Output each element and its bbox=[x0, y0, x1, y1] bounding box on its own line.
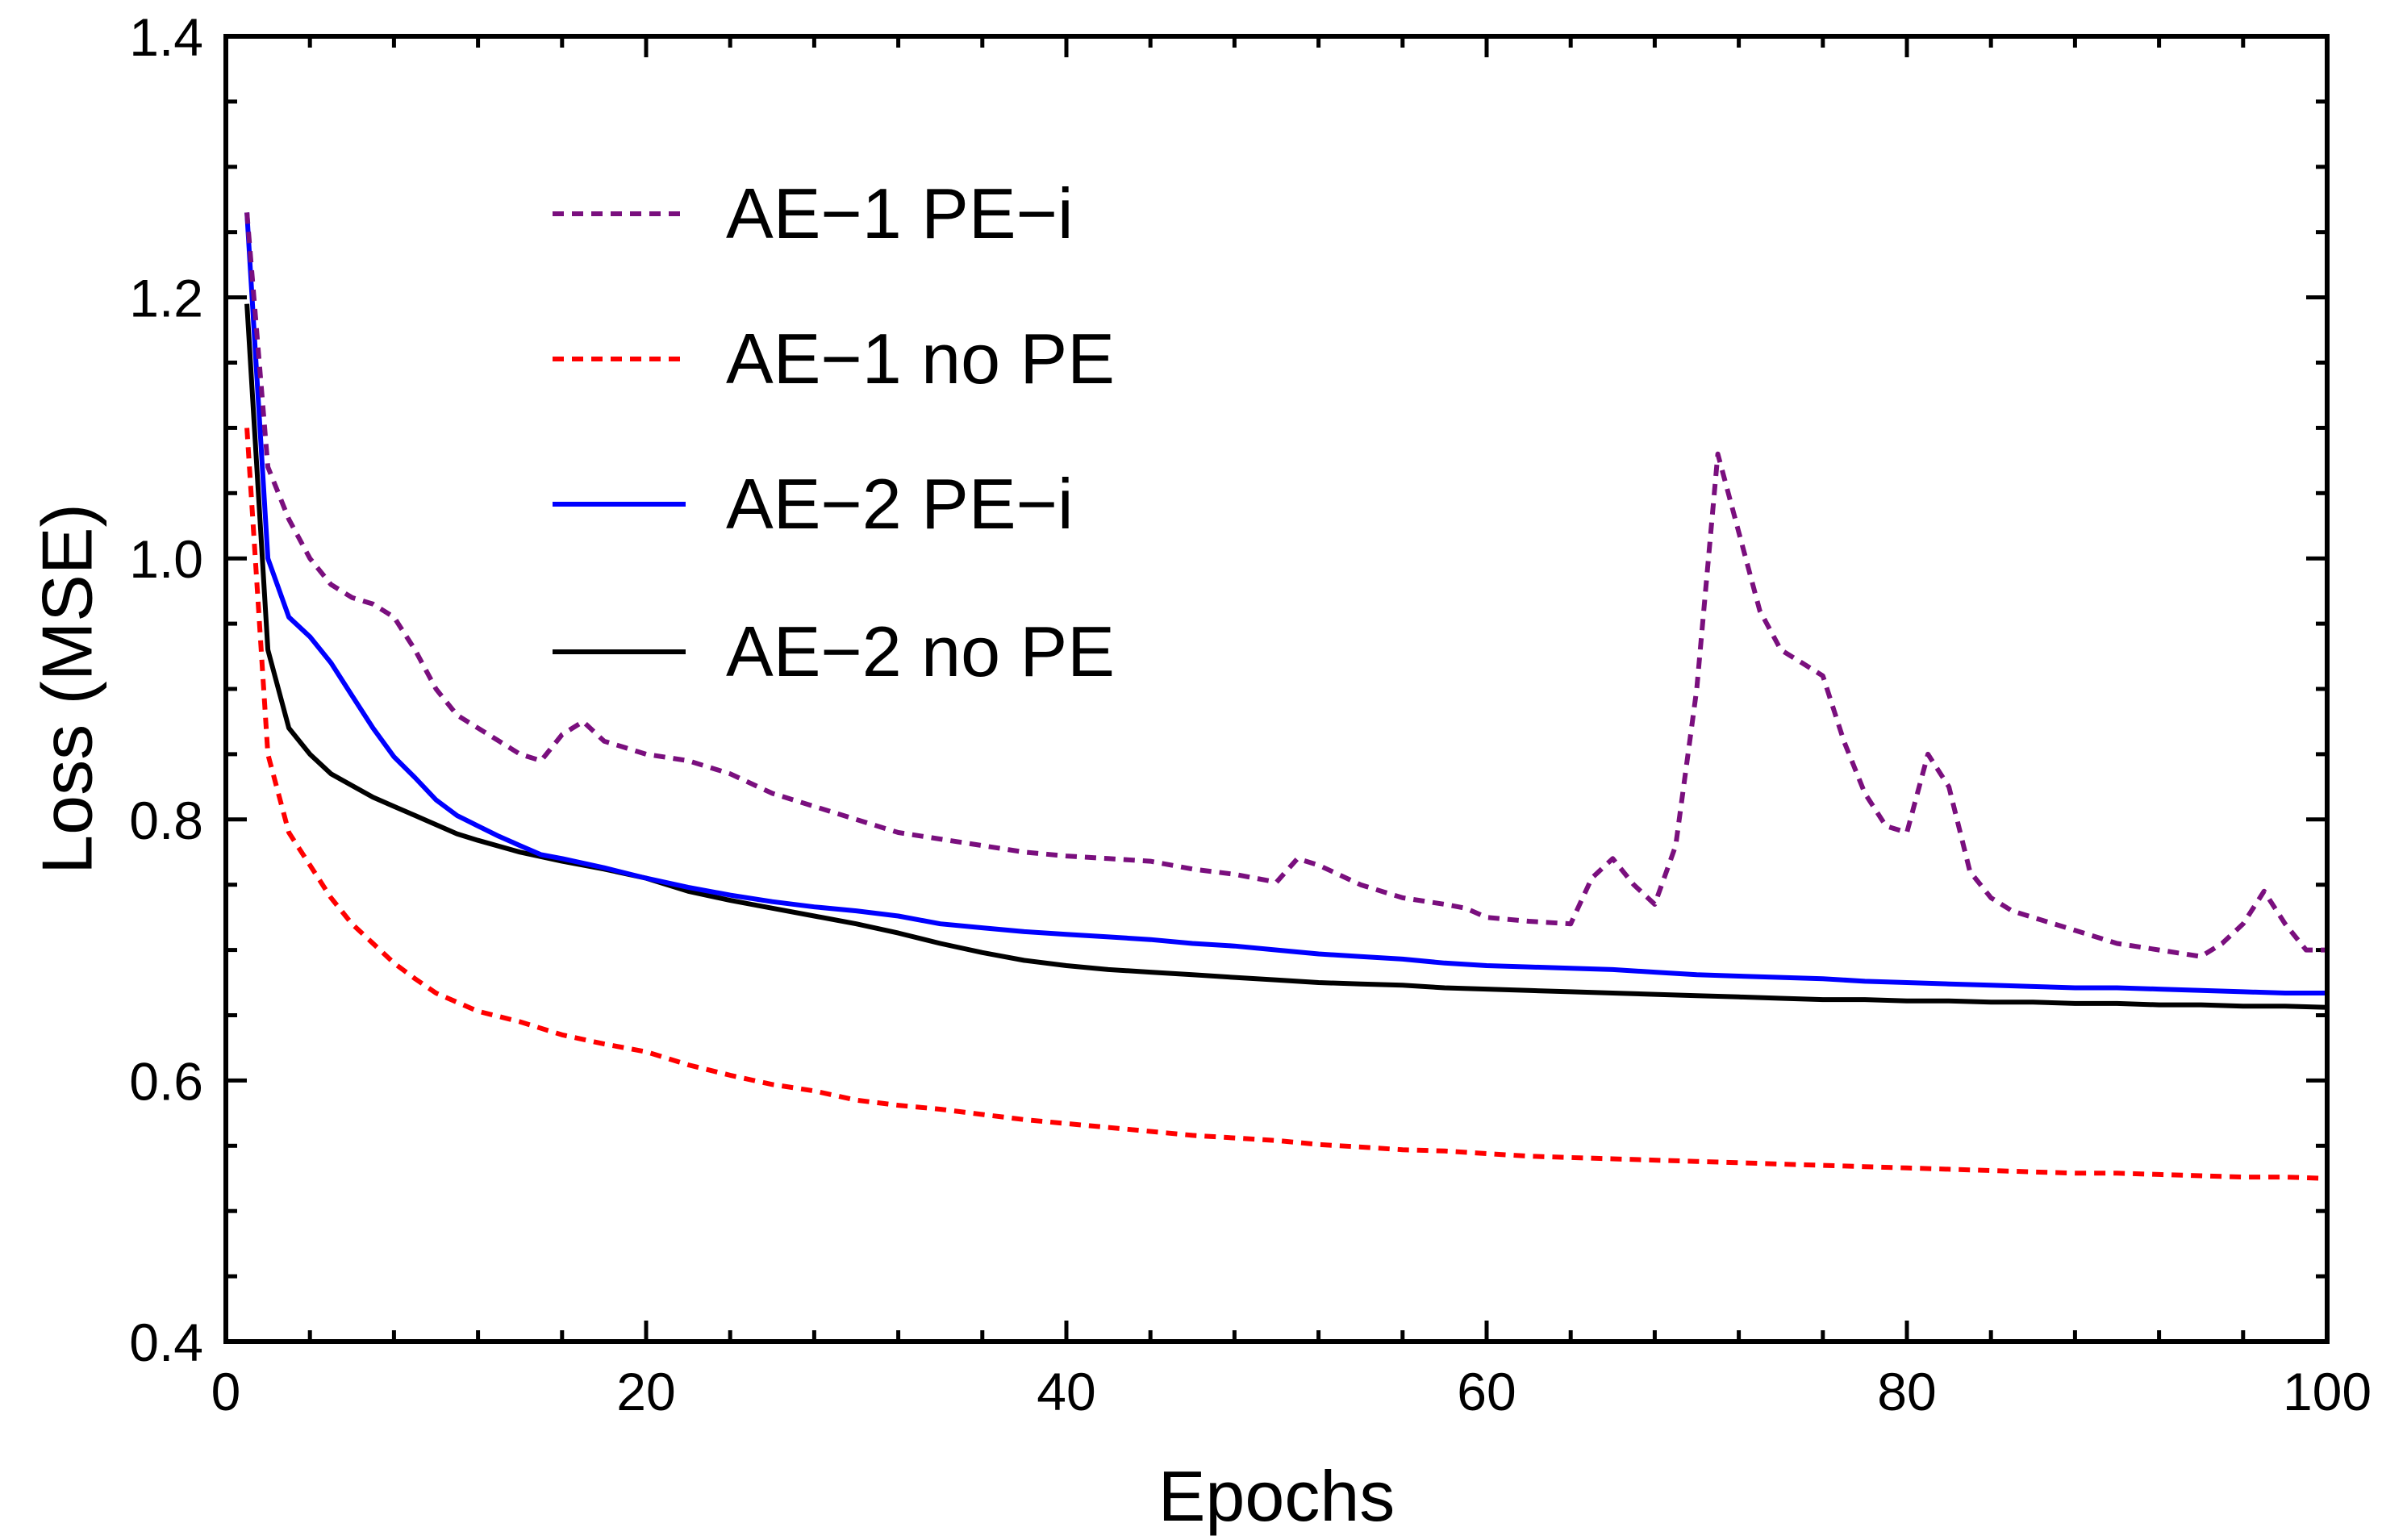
y-tick-label: 1.4 bbox=[129, 7, 203, 67]
x-tick-label: 60 bbox=[1457, 1362, 1516, 1421]
legend-label: AE−1 no PE bbox=[726, 319, 1115, 399]
y-tick-label: 0.8 bbox=[129, 791, 203, 850]
y-tick-label: 1.0 bbox=[129, 529, 203, 589]
series-line-2 bbox=[244, 212, 2327, 995]
x-tick-label: 0 bbox=[211, 1362, 241, 1421]
plot-frame bbox=[223, 34, 2330, 1344]
legend-label: AE−2 no PE bbox=[726, 611, 1115, 691]
y-tick-label: 0.4 bbox=[129, 1313, 203, 1372]
x-tick-label: 80 bbox=[1877, 1362, 1936, 1421]
y-tick-label: 1.2 bbox=[129, 269, 203, 328]
x-tick-label: 20 bbox=[616, 1362, 675, 1421]
x-axis-label: Epochs bbox=[1158, 1456, 1395, 1536]
series-line-1 bbox=[244, 428, 2328, 1181]
series-line-0 bbox=[244, 212, 2327, 959]
series-layer bbox=[244, 212, 2328, 1181]
legend-label: AE−1 PE−i bbox=[726, 173, 1074, 253]
y-axis-label: Loss (MSE) bbox=[27, 503, 106, 874]
x-tick-label: 100 bbox=[2283, 1362, 2372, 1421]
series-line-3 bbox=[244, 303, 2328, 1010]
y-tick-label: 0.6 bbox=[129, 1051, 203, 1111]
legend-label: AE−2 PE−i bbox=[726, 464, 1074, 544]
tick-labels: 0 20 40 60 80 100 0.4 0.6 0.8 1.0 1.2 1.4 bbox=[129, 7, 2372, 1421]
legend: AE−1 PE−i AE−1 no PE AE−2 PE−i AE−2 no PE bbox=[553, 173, 1115, 691]
x-tick-label: 40 bbox=[1037, 1362, 1095, 1421]
